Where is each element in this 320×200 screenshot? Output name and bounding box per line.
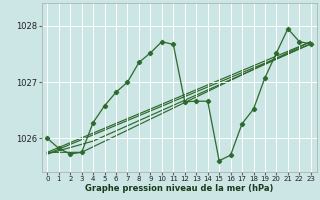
X-axis label: Graphe pression niveau de la mer (hPa): Graphe pression niveau de la mer (hPa) — [85, 184, 273, 193]
